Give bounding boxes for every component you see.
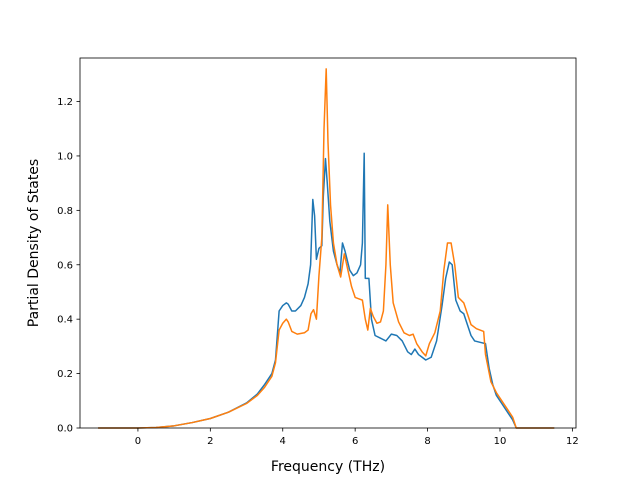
plot-frame bbox=[79, 57, 577, 429]
series-layer bbox=[98, 68, 555, 429]
y-tick-label: 0.0 bbox=[57, 424, 73, 435]
x-axis-ticks: 0 2 4 6 8 10 12 bbox=[135, 428, 579, 447]
x-tick-label: 4 bbox=[280, 436, 286, 447]
x-axis-label: Frequency (THz) bbox=[271, 459, 385, 475]
x-tick-label: 0 bbox=[135, 436, 141, 447]
y-tick-label: 0.8 bbox=[57, 206, 73, 217]
y-tick-label: 0.4 bbox=[57, 315, 73, 326]
y-axis-label: Partial Density of States bbox=[26, 159, 42, 327]
x-tick-label: 12 bbox=[566, 436, 579, 447]
y-tick-label: 0.6 bbox=[57, 260, 73, 271]
series-line-2 bbox=[98, 68, 555, 429]
x-tick-label: 6 bbox=[352, 436, 358, 447]
series-line-1 bbox=[98, 152, 555, 429]
y-axis-ticks: 0.0 0.2 0.4 0.6 0.8 1.0 1.2 bbox=[57, 97, 80, 435]
y-tick-label: 1.0 bbox=[57, 151, 73, 162]
x-tick-label: 8 bbox=[424, 436, 430, 447]
y-tick-label: 1.2 bbox=[57, 97, 73, 108]
x-tick-label: 10 bbox=[494, 436, 507, 447]
x-tick-label: 2 bbox=[207, 436, 213, 447]
y-tick-label: 0.2 bbox=[57, 369, 73, 380]
